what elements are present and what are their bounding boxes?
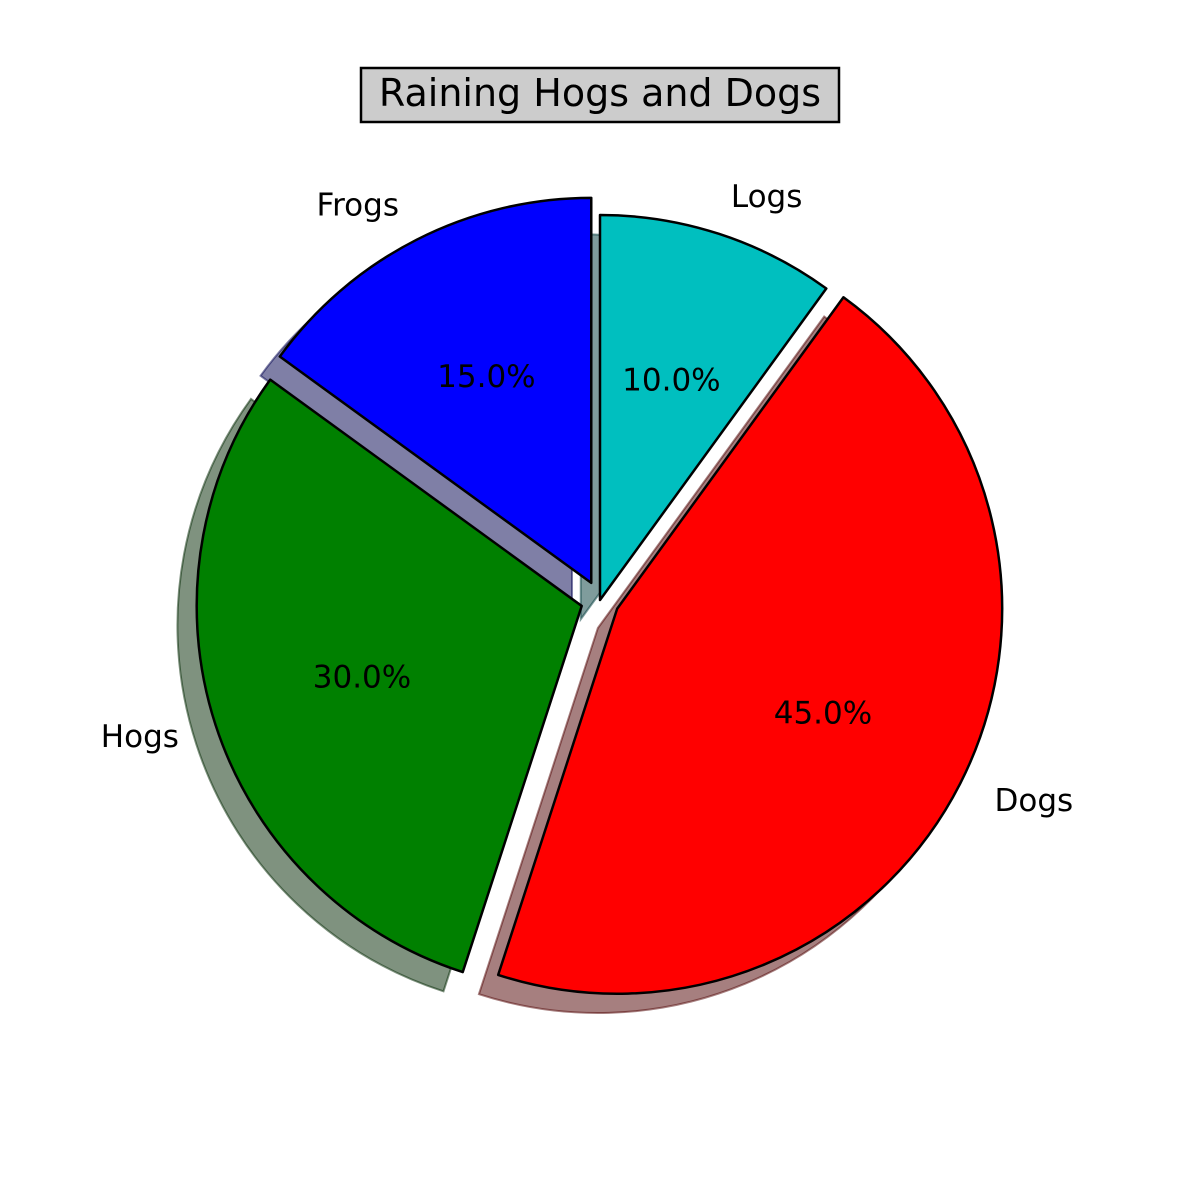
slice-pct-frogs: 15.0% (437, 359, 535, 395)
slice-labels: Frogs 15.0% Hogs 30.0% Dogs 45.0% Logs 10.0% (101, 179, 1073, 819)
pie-slice-dogs (496, 296, 1004, 995)
slice-pct-hogs: 30.0% (313, 659, 411, 695)
pie-slice-frogs (278, 196, 593, 585)
slice-pct-dogs: 45.0% (774, 696, 872, 732)
slice-label-dogs: Dogs (994, 783, 1073, 819)
chart-title: Raining Hogs and Dogs (379, 71, 821, 115)
pie-slice-hogs (195, 378, 583, 974)
slice-pct-logs: 10.0% (622, 362, 720, 398)
slice-label-hogs: Hogs (101, 719, 179, 755)
slice-label-frogs: Frogs (317, 188, 399, 224)
pie-slice-logs (598, 213, 828, 602)
pie-slices (195, 196, 1004, 995)
chart-title-group: Raining Hogs and Dogs (359, 66, 841, 124)
slice-label-logs: Logs (731, 179, 803, 215)
chart-title-box (359, 66, 841, 124)
